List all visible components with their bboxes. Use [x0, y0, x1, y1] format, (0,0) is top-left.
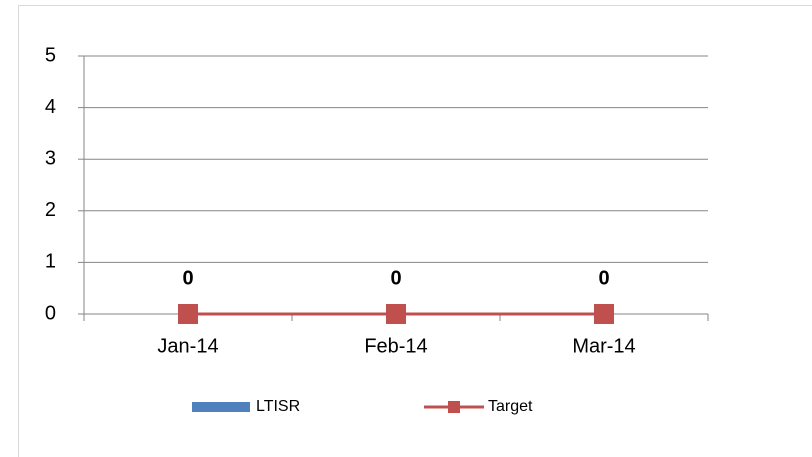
- legend-label: LTISR: [256, 398, 300, 415]
- x-tick-label: Mar-14: [572, 335, 635, 357]
- data-label: 0: [182, 267, 193, 289]
- legend-marker: [448, 401, 460, 413]
- chart-frame: [18, 5, 812, 457]
- y-tick-label: 0: [45, 302, 56, 324]
- marker: [386, 304, 406, 324]
- y-tick-label: 4: [45, 96, 56, 118]
- data-label: 0: [598, 267, 609, 289]
- y-tick-label: 3: [45, 147, 56, 169]
- legend-label: Target: [488, 398, 533, 415]
- x-tick-label: Feb-14: [364, 335, 427, 357]
- y-tick-label: 5: [45, 44, 56, 66]
- legend-swatch: [192, 402, 250, 412]
- marker: [594, 304, 614, 324]
- y-tick-label: 2: [45, 199, 56, 221]
- y-tick-label: 1: [45, 251, 56, 273]
- marker: [178, 304, 198, 324]
- x-tick-label: Jan-14: [157, 335, 218, 357]
- data-label: 0: [390, 267, 401, 289]
